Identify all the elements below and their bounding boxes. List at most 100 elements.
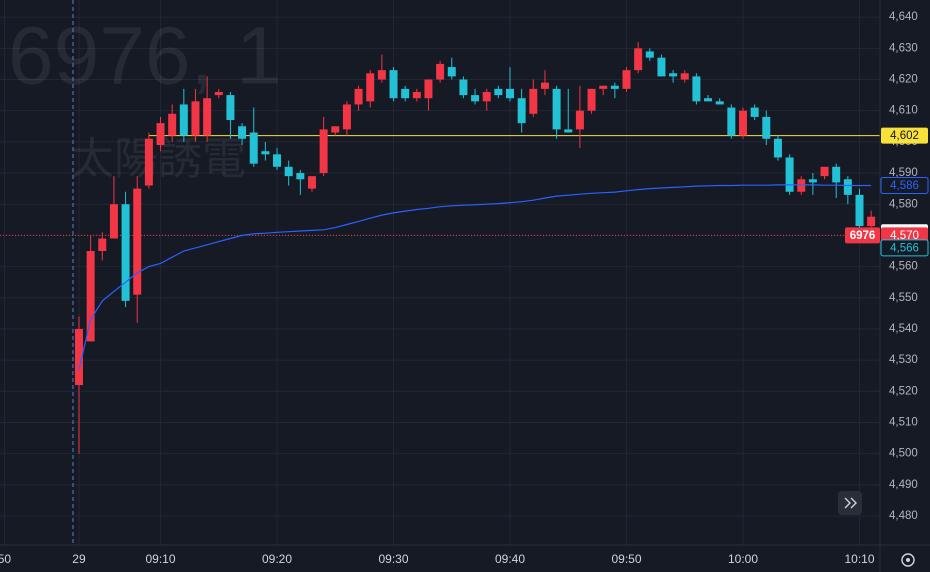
candle-body bbox=[74, 328, 83, 386]
x-tick-label: 09:40 bbox=[495, 552, 525, 566]
x-tick-label: 09:10 bbox=[146, 552, 176, 566]
candle-body bbox=[179, 104, 188, 136]
price-tag: 6976 bbox=[850, 230, 876, 242]
price-tag-bg bbox=[845, 227, 880, 244]
candle-body bbox=[284, 166, 293, 177]
candle-body bbox=[401, 88, 410, 99]
candle-body bbox=[109, 204, 118, 239]
price-label: 4,586 bbox=[890, 180, 919, 192]
candle-body bbox=[622, 70, 631, 89]
candle-body bbox=[715, 101, 724, 105]
candle-body bbox=[680, 73, 689, 80]
candle-body bbox=[529, 88, 538, 114]
y-tick-label: 4,510 bbox=[889, 416, 918, 428]
candle-body bbox=[494, 88, 503, 96]
candle-body bbox=[552, 88, 561, 130]
y-tick-label: 4,530 bbox=[889, 354, 918, 366]
candle-body bbox=[121, 204, 130, 301]
axes: 4,480 4,490 4,500 4,510 4,520 4,530 4,540 4,550… bbox=[0, 11, 929, 566]
candle-body bbox=[424, 79, 433, 99]
y-tick-label: 4,480 bbox=[889, 510, 918, 522]
candle-body bbox=[797, 179, 806, 192]
candle-body bbox=[319, 129, 328, 174]
candle-body bbox=[610, 85, 619, 89]
x-tick-label: 10:10 bbox=[844, 552, 874, 566]
candle-body bbox=[564, 129, 573, 133]
y-tick-label: 4,640 bbox=[889, 11, 918, 23]
candle-body bbox=[436, 63, 445, 80]
candle-body bbox=[727, 107, 736, 136]
x-tick-label: 09:30 bbox=[379, 552, 409, 566]
x-tick-label: 29 bbox=[72, 552, 86, 566]
candle-body bbox=[342, 104, 351, 130]
candle-body bbox=[832, 166, 841, 183]
candle-body bbox=[86, 250, 95, 342]
candle-body bbox=[750, 107, 759, 117]
candle-body bbox=[482, 91, 491, 102]
candle-body bbox=[144, 138, 153, 186]
y-tick-label: 4,610 bbox=[889, 105, 918, 117]
candle-body bbox=[331, 126, 340, 133]
candle-body bbox=[704, 98, 713, 102]
settings-button[interactable] bbox=[901, 553, 915, 567]
scroll-icon[interactable] bbox=[844, 497, 857, 509]
candle-body bbox=[296, 173, 305, 180]
candle-body bbox=[191, 101, 200, 136]
candle-body bbox=[762, 116, 771, 139]
price-label: 4,566 bbox=[890, 242, 919, 254]
scroll-button[interactable] bbox=[838, 491, 862, 515]
candle-body bbox=[843, 179, 852, 195]
candle-body bbox=[785, 157, 794, 192]
candle-body bbox=[261, 151, 270, 155]
y-tick-label: 4,550 bbox=[889, 292, 918, 304]
candle-body bbox=[203, 98, 212, 136]
x-tick-label: 09:20 bbox=[262, 552, 292, 566]
y-tick-label: 4,590 bbox=[889, 167, 918, 179]
candle-body bbox=[214, 91, 223, 96]
candle-body bbox=[249, 132, 258, 164]
price-label-bg bbox=[881, 127, 928, 144]
price-label: 4,602 bbox=[890, 130, 919, 142]
candle-body bbox=[808, 179, 817, 183]
candle-body bbox=[168, 113, 177, 136]
candle-body bbox=[575, 110, 584, 130]
candle-body bbox=[273, 154, 282, 167]
plot bbox=[0, 42, 880, 454]
candle-body bbox=[307, 176, 316, 189]
candle-body bbox=[820, 166, 829, 177]
candle-body bbox=[377, 70, 386, 80]
x-tick-label: 10:00 bbox=[728, 552, 758, 566]
candle-body bbox=[739, 110, 748, 136]
candle-body bbox=[540, 82, 549, 89]
candle-body bbox=[459, 79, 468, 96]
candle-body bbox=[366, 73, 375, 102]
price-label-bg bbox=[880, 177, 929, 195]
candle-body bbox=[657, 57, 666, 77]
candle-body bbox=[238, 126, 247, 139]
candle-body bbox=[599, 85, 608, 89]
y-tick-label: 4,580 bbox=[889, 198, 918, 210]
settings-icon[interactable] bbox=[901, 553, 915, 567]
candle-body bbox=[773, 138, 782, 158]
y-tick-label: 4,630 bbox=[889, 42, 918, 54]
candle-body bbox=[645, 51, 654, 58]
y-tick-label: 4,540 bbox=[889, 323, 918, 335]
x-tick-label: 09:50 bbox=[611, 552, 641, 566]
candle-body bbox=[98, 238, 107, 251]
candle-body bbox=[587, 88, 596, 111]
candle-body bbox=[506, 88, 515, 99]
candle-body bbox=[389, 70, 398, 99]
candle-body bbox=[471, 95, 480, 102]
candle-body bbox=[517, 98, 526, 124]
y-tick-label: 4,520 bbox=[889, 385, 918, 397]
settings-icon-dot[interactable] bbox=[906, 558, 910, 562]
x-tick-label: 50 bbox=[0, 552, 11, 566]
watermark-symbol: 6976, 1 bbox=[8, 11, 282, 102]
candle-body bbox=[156, 123, 165, 145]
y-tick-label: 4,500 bbox=[889, 448, 918, 460]
candle-body bbox=[669, 73, 678, 77]
vwap-line bbox=[78, 184, 872, 370]
y-tick-label: 4,490 bbox=[889, 479, 918, 491]
